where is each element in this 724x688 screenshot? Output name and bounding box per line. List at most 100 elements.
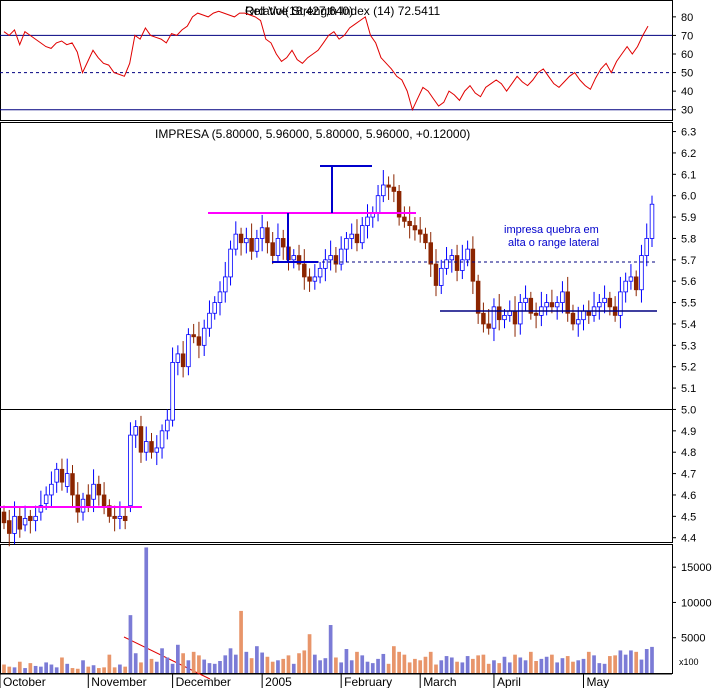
volume-bar (571, 661, 575, 673)
volume-bar (75, 668, 80, 673)
volume-bar (154, 661, 159, 673)
price-candle (38, 505, 44, 513)
price-candle (154, 447, 160, 453)
volume-bar (518, 657, 523, 673)
volume-bar (170, 663, 175, 673)
month-label: 2005 (265, 675, 292, 688)
price-candle (444, 259, 449, 269)
price-candle (359, 225, 365, 244)
price-candle (523, 297, 528, 303)
rsi-panel (0, 0, 673, 121)
rsi-tick-label: 80 (681, 12, 693, 24)
volume-bar (576, 660, 581, 673)
volume-bar (650, 646, 654, 673)
price-candle (407, 220, 412, 227)
price-candle (122, 515, 128, 522)
volume-bar (386, 663, 391, 673)
price-candle (128, 434, 133, 507)
volume-bar (449, 657, 454, 673)
price-candle (280, 238, 286, 248)
month-label: April (497, 675, 521, 688)
volume-bar (17, 661, 22, 673)
price-candle (607, 297, 613, 308)
volume-layer (2, 547, 654, 673)
price-tick-label: 6.0 (681, 191, 696, 203)
volume-bar (218, 661, 222, 673)
volume-bar (634, 651, 639, 673)
volume-bar (54, 667, 59, 673)
volume-bar (307, 634, 312, 673)
volume-bar (349, 660, 354, 673)
price-tick-label: 6.1 (681, 169, 696, 181)
volume-bar (471, 658, 475, 673)
price-tick-label: 4.7 (681, 469, 696, 481)
price-candle (12, 515, 17, 534)
price-candle (570, 312, 576, 325)
volume-bar (455, 661, 459, 673)
price-tick-label: 4.5 (681, 511, 696, 523)
volume-bar (33, 665, 38, 673)
price-candle (623, 280, 628, 293)
price-candle (533, 312, 539, 316)
price-candle (233, 233, 239, 250)
price-candle (91, 483, 96, 500)
volume-bar (297, 653, 301, 673)
price-title: IMPRESA (5.80000, 5.96000, 5.80000, 5.96… (155, 127, 470, 141)
volume-bar (602, 663, 607, 673)
volume-bar (623, 654, 628, 673)
volume-bar (618, 650, 623, 673)
volume-bar (281, 658, 286, 673)
volume-bar (86, 666, 91, 673)
volume-bar (2, 664, 6, 673)
price-candle (518, 302, 523, 325)
price-candle (618, 291, 623, 316)
price-candle (502, 314, 507, 321)
volume-bar (70, 668, 75, 673)
volume-tick-label: 10000 (681, 597, 712, 609)
price-candle (149, 441, 154, 453)
volume-bar (260, 652, 264, 673)
volume-bar (486, 663, 491, 673)
price-candle (628, 276, 634, 282)
month-label: February (344, 675, 392, 688)
volume-bar (413, 658, 417, 673)
price-candle (238, 233, 244, 244)
price-candle (265, 227, 270, 244)
price-candle (1, 511, 7, 524)
price-candle (344, 238, 349, 250)
price-candle (143, 441, 149, 453)
volume-bar (186, 660, 191, 673)
price-candle (491, 306, 497, 329)
price-tick-label: 5.6 (681, 276, 696, 288)
rsi-tick-label: 50 (681, 68, 693, 80)
volume-unit-label: x100 (679, 657, 699, 667)
price-candle (7, 520, 12, 534)
price-candle (212, 302, 217, 314)
volume-bar (207, 663, 212, 673)
price-candle (196, 336, 202, 346)
volume-bar (365, 661, 370, 673)
price-candle (33, 515, 38, 522)
price-candle (581, 310, 586, 321)
price-candle (201, 327, 207, 346)
volume-bar (228, 648, 233, 673)
volume-bar (239, 610, 243, 673)
volume-bar (328, 625, 333, 673)
volume-bar (507, 662, 512, 673)
volume-bar (370, 663, 375, 673)
price-candle (296, 255, 302, 265)
price-candle (223, 276, 228, 293)
volume-bar (502, 656, 507, 673)
price-candle (470, 248, 476, 282)
price-candle (396, 191, 402, 218)
volume-bar (465, 656, 470, 673)
volume-bar (233, 654, 238, 673)
volume-bar (39, 666, 43, 673)
price-candle (70, 473, 75, 496)
volume-bar (550, 654, 554, 673)
volume-bar (323, 658, 328, 673)
volume-bar (176, 644, 180, 673)
volume-bar (65, 663, 70, 673)
volume-bar (534, 661, 538, 673)
volume-bar (318, 660, 322, 673)
